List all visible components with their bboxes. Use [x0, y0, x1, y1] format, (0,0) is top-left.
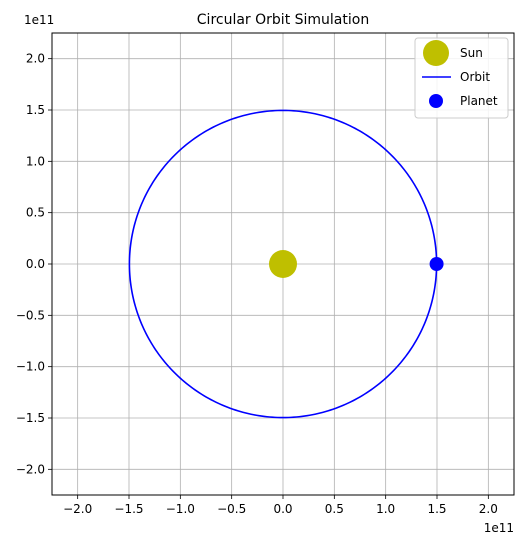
x-tick-label: −0.5 — [217, 502, 246, 516]
x-tick-label: −1.0 — [166, 502, 195, 516]
y-tick-label: −1.5 — [16, 411, 45, 425]
x-axis-offset-label: 1e11 — [484, 521, 514, 535]
legend-label: Orbit — [460, 70, 490, 84]
chart-title: Circular Orbit Simulation — [197, 12, 369, 28]
legend-item-sun: Sun — [423, 40, 483, 66]
legend-label: Sun — [460, 46, 483, 60]
legend: Sun Orbit Planet — [414, 37, 509, 119]
x-tick-label: −1.5 — [114, 502, 143, 516]
y-tick-label: −0.5 — [16, 308, 45, 322]
y-tick-label: −2.0 — [16, 462, 45, 476]
y-tick-label: 0.0 — [26, 257, 45, 271]
y-tick-label: 1.5 — [26, 103, 45, 117]
x-tick-label: −2.0 — [63, 502, 92, 516]
planet-marker — [429, 257, 444, 271]
y-tick-label: −1.0 — [16, 360, 45, 374]
legend-item-planet: Planet — [429, 94, 498, 108]
x-tick-label: 1.0 — [376, 502, 395, 516]
x-tick-label: 1.5 — [427, 502, 446, 516]
series-layer — [128, 109, 444, 419]
sun-marker — [269, 250, 297, 278]
y-tick-label: 0.5 — [26, 206, 45, 220]
x-tick-label: 2.0 — [479, 502, 498, 516]
x-tick-label: 0.5 — [325, 502, 344, 516]
orbit-line — [128, 109, 438, 419]
y-axis-offset-label: 1e11 — [24, 13, 54, 27]
legend-label: Planet — [460, 94, 498, 108]
legend-marker-swatch — [429, 94, 443, 108]
y-tick-label: 2.0 — [26, 52, 45, 66]
legend-item-orbit: Orbit — [422, 70, 490, 84]
y-tick-label: 1.0 — [26, 154, 45, 168]
x-tick-label: 0.0 — [273, 502, 292, 516]
axis-ticks: −2.0 −1.5 −1.0 −0.5 0.0 0.5 1.0 1.5 2.0 −2.0 −1.5 −… — [16, 52, 498, 516]
legend-marker-swatch — [423, 40, 449, 66]
